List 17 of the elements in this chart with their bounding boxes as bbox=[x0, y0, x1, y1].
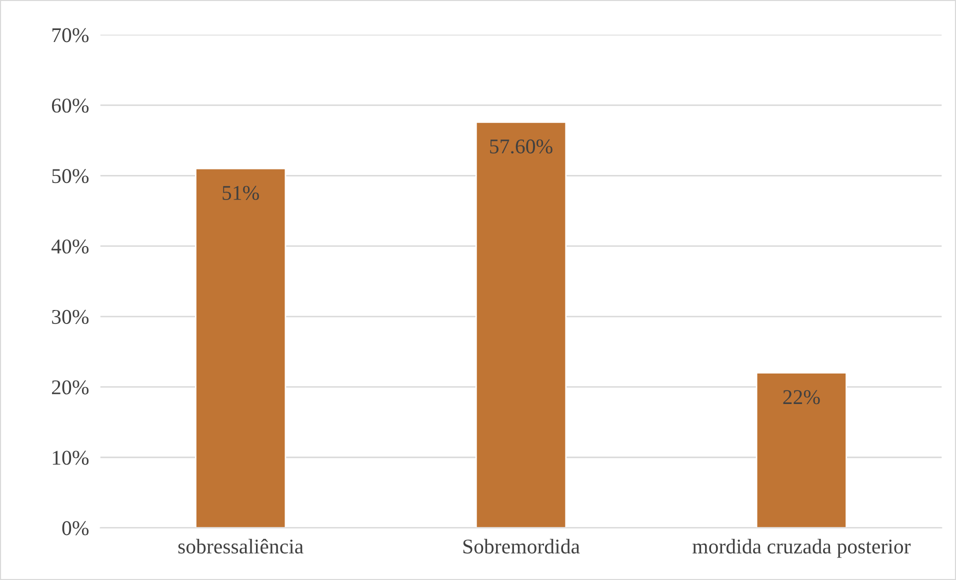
bar bbox=[195, 168, 286, 528]
data-label: 57.60% bbox=[490, 139, 552, 154]
x-tick-label: mordida cruzada posterior bbox=[692, 538, 911, 558]
y-tick-label: 20% bbox=[52, 380, 89, 394]
y-tick-label: 30% bbox=[52, 310, 89, 324]
bar bbox=[756, 372, 848, 528]
x-tick-label: sobressaliência bbox=[178, 538, 304, 554]
y-tick-label: 0% bbox=[62, 521, 89, 536]
data-label: 22% bbox=[783, 390, 820, 404]
data-label: 51% bbox=[222, 186, 259, 200]
y-tick-label: 50% bbox=[52, 169, 89, 184]
y-tick-label: 60% bbox=[52, 98, 89, 113]
bar bbox=[475, 121, 567, 528]
x-tick-label: Sobremordida bbox=[463, 538, 580, 554]
y-tick-label: 70% bbox=[52, 28, 89, 42]
y-tick-label: 10% bbox=[52, 450, 89, 465]
y-tick-label: 40% bbox=[51, 239, 89, 254]
